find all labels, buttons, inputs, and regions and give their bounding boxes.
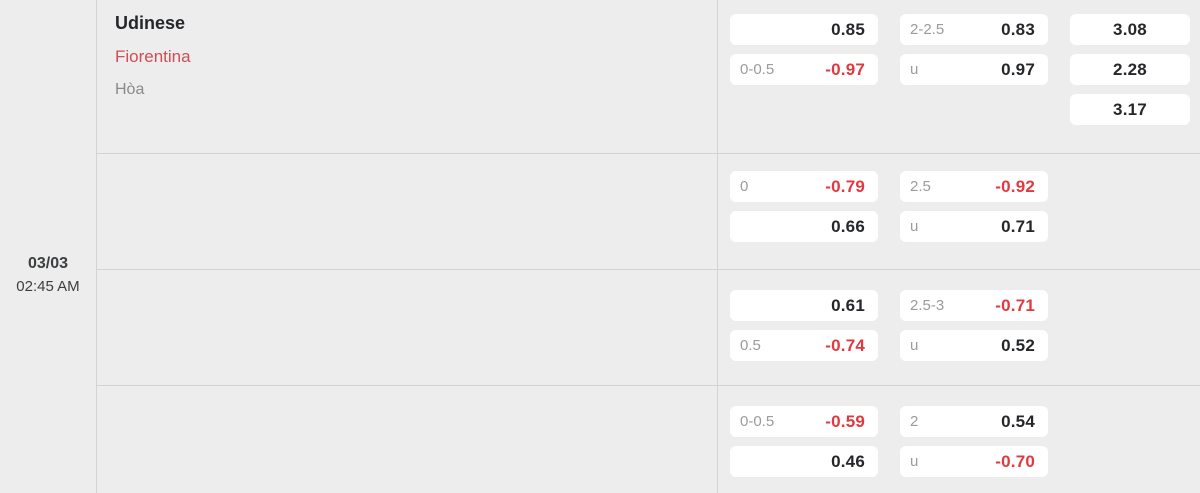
odds-value: 3.17	[1113, 99, 1147, 119]
odds-value: -0.70	[995, 451, 1035, 471]
odds-box-handicap[interactable]: 0-0.5 -0.97	[730, 54, 878, 85]
odds-value: 0.85	[831, 19, 865, 39]
empty-cell	[97, 386, 717, 493]
odds-line-label: u	[910, 61, 919, 78]
odds-line-label: 2.5-3	[910, 297, 945, 314]
odds-value: -0.71	[995, 295, 1035, 315]
empty-cell	[97, 154, 717, 269]
odds-row-full-time: Udinese Fiorentina Hòa 0.85 0-0.5 -0.97 2-2…	[97, 0, 1200, 153]
one_x_two-column: 3.08 2.28 3.17	[1070, 14, 1190, 125]
odds-box-over_under[interactable]: u 0.97	[900, 54, 1048, 85]
match-time: 02:45 AM	[16, 278, 80, 295]
odds-box-handicap[interactable]: 0.85	[730, 14, 878, 45]
over_under-column: 2.5-3 -0.71 u 0.52	[900, 290, 1048, 361]
away-team-name[interactable]: Fiorentina	[115, 47, 191, 66]
odds-value: -0.97	[825, 59, 865, 79]
match-datetime: 03/03 02:45 AM	[0, 252, 96, 298]
odds-box-handicap[interactable]: 0.66	[730, 211, 878, 242]
odds-value: -0.92	[995, 176, 1035, 196]
handicap-column: 0-0.5 -0.59 0.46	[730, 406, 878, 477]
odds-box-handicap[interactable]: 0 -0.79	[730, 171, 878, 202]
odds-value: 0.54	[1001, 411, 1035, 431]
odds-box-one_x_two[interactable]: 3.17	[1070, 94, 1190, 125]
odds-line-label: u	[910, 453, 919, 470]
match-teams-cell: Udinese Fiorentina Hòa	[97, 0, 717, 153]
draw-label: Hòa	[115, 81, 145, 98]
odds-line-label: 0-0.5	[740, 61, 775, 78]
odds-value: 0.83	[1001, 19, 1035, 39]
odds-value: -0.59	[825, 411, 865, 431]
over_under-column: 2 0.54 u -0.70	[900, 406, 1048, 477]
odds-box-handicap[interactable]: 0.5 -0.74	[730, 330, 878, 361]
odds-value: 0.66	[831, 216, 865, 236]
odds-line-label: u	[910, 218, 919, 235]
over_under-column: 2-2.5 0.83 u 0.97	[900, 14, 1048, 85]
odds-value: 0.71	[1001, 216, 1035, 236]
odds-line-label: 2.5	[910, 178, 931, 195]
odds-box-over_under[interactable]: 2-2.5 0.83	[900, 14, 1048, 45]
team-block: Udinese Fiorentina Hòa	[97, 0, 717, 100]
odds-value: 2.28	[1113, 59, 1147, 79]
odds-line-label: 0-0.5	[740, 413, 775, 430]
odds-value: 0.46	[831, 451, 865, 471]
odds-box-handicap[interactable]: 0-0.5 -0.59	[730, 406, 878, 437]
odds-box-one_x_two[interactable]: 2.28	[1070, 54, 1190, 85]
odds-line-label: 0.5	[740, 337, 761, 354]
odds-box-handicap[interactable]: 0.61	[730, 290, 878, 321]
over_under-column: 2.5 -0.92 u 0.71	[900, 171, 1048, 242]
odds-value: -0.79	[825, 176, 865, 196]
odds-value: -0.74	[825, 335, 865, 355]
odds-line-label: u	[910, 337, 919, 354]
odds-cell: 0.61 0.5 -0.74 2.5-3 -0.71 u 0.52	[717, 270, 1200, 385]
odds-cell: 0-0.5 -0.59 0.46 2 0.54 u -0.70	[717, 386, 1200, 493]
odds-box-over_under[interactable]: u 0.71	[900, 211, 1048, 242]
odds-line-label: 2	[910, 413, 919, 430]
odds-box-over_under[interactable]: 2.5 -0.92	[900, 171, 1048, 202]
odds-box-one_x_two[interactable]: 3.08	[1070, 14, 1190, 45]
odds-row-secondary: 0.61 0.5 -0.74 2.5-3 -0.71 u 0.52	[97, 269, 1200, 385]
odds-line-label: 0	[740, 178, 749, 195]
odds-box-handicap[interactable]: 0.46	[730, 446, 878, 477]
odds-box-over_under[interactable]: 2.5-3 -0.71	[900, 290, 1048, 321]
odds-box-over_under[interactable]: u 0.52	[900, 330, 1048, 361]
handicap-column: 0.61 0.5 -0.74	[730, 290, 878, 361]
odds-rows-area: Udinese Fiorentina Hòa 0.85 0-0.5 -0.97 2-2…	[97, 0, 1200, 493]
odds-value: 0.97	[1001, 59, 1035, 79]
empty-cell	[97, 270, 717, 385]
odds-line-label: 2-2.5	[910, 21, 945, 38]
odds-box-over_under[interactable]: 2 0.54	[900, 406, 1048, 437]
match-date: 03/03	[27, 255, 69, 272]
match-datetime-cell: 03/03 02:45 AM	[0, 0, 97, 493]
handicap-column: 0.85 0-0.5 -0.97	[730, 14, 878, 85]
handicap-column: 0 -0.79 0.66	[730, 171, 878, 242]
odds-value: 0.52	[1001, 335, 1035, 355]
odds-cell: 0 -0.79 0.66 2.5 -0.92 u 0.71	[717, 154, 1200, 269]
odds-value: 3.08	[1113, 19, 1147, 39]
odds-value: 0.61	[831, 295, 865, 315]
home-team-name[interactable]: Udinese	[115, 13, 186, 33]
odds-cell: 0.85 0-0.5 -0.97 2-2.5 0.83 u 0.97 3.08 2.28 3.17	[717, 0, 1200, 153]
odds-row-secondary: 0-0.5 -0.59 0.46 2 0.54 u -0.70	[97, 385, 1200, 493]
odds-box-over_under[interactable]: u -0.70	[900, 446, 1048, 477]
odds-row-secondary: 0 -0.79 0.66 2.5 -0.92 u 0.71	[97, 153, 1200, 269]
